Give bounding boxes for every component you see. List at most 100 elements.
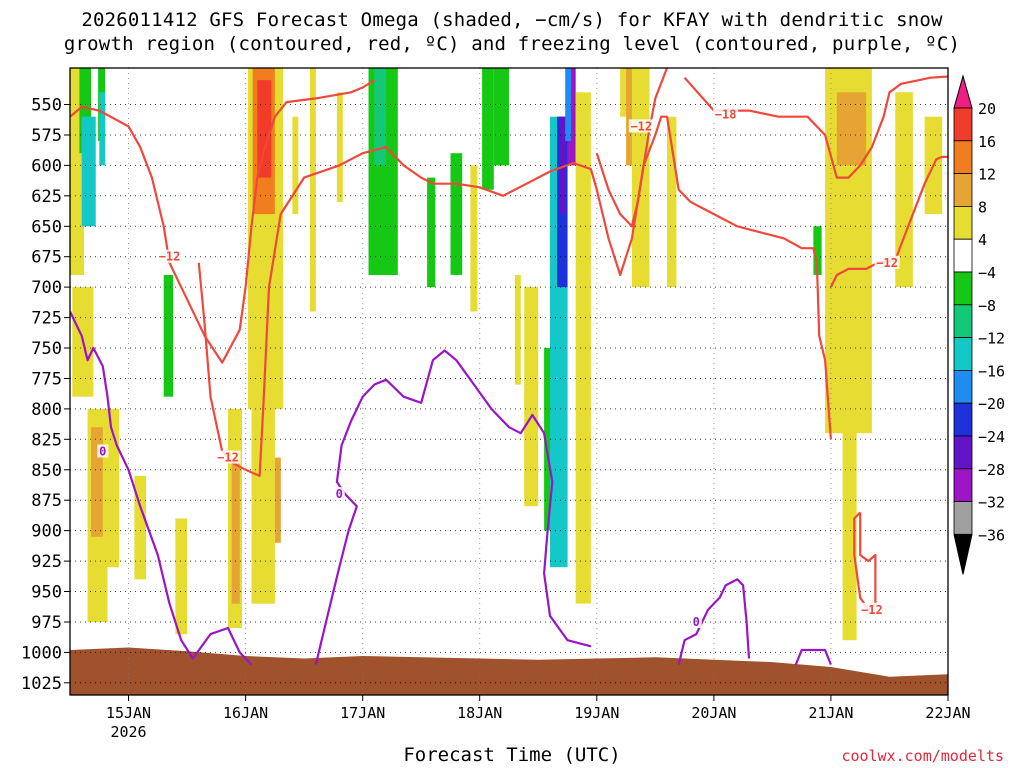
- omega-cell-42: [813, 226, 822, 275]
- omega-cell-20: [310, 68, 316, 312]
- y-tick-label-875: 875: [31, 491, 62, 511]
- omega-cell-17: [251, 408, 275, 604]
- y-tick-label-1000: 1000: [21, 643, 62, 663]
- y-tick-label-575: 575: [31, 126, 62, 146]
- dgz-contour-label-bg-4: [874, 255, 900, 269]
- omega-cell-11: [175, 518, 188, 635]
- omega-cell-31: [544, 348, 550, 531]
- dgz-contour-label-bg-1: [215, 450, 241, 464]
- y-tick-label-950: 950: [31, 583, 62, 603]
- omega-cell-18: [274, 457, 281, 543]
- dgz-contour-label-bg-2: [628, 119, 654, 133]
- omega-cell-34: [559, 116, 566, 215]
- y-tick-label-675: 675: [31, 248, 62, 268]
- colorbar-label-12: −32: [978, 494, 1005, 512]
- omega-cell-26: [470, 165, 478, 312]
- y-tick-label-750: 750: [31, 339, 62, 359]
- y-tick-label-825: 825: [31, 430, 62, 450]
- colorbar-top-arrow: [953, 74, 973, 109]
- dgz-contour-1: [197, 68, 669, 477]
- freezing-contour-label-2: 0: [693, 615, 700, 629]
- dgz-contour-0: [70, 79, 375, 364]
- dgz-contour-label-5: −12: [861, 603, 883, 617]
- omega-cell-21: [336, 92, 343, 202]
- omega-cell-5: [99, 92, 106, 166]
- omega-cell-24: [427, 177, 436, 288]
- dgz-contour-label-0: −12: [159, 250, 181, 264]
- omega-cell-28: [493, 68, 509, 166]
- freezing-contour-label-bg-1: [333, 487, 345, 501]
- freezing-contour-label-1: 0: [336, 487, 343, 501]
- omega-cell-9: [134, 475, 147, 580]
- dgz-contour-4: [829, 155, 948, 288]
- y-tick-label-550: 550: [31, 96, 62, 116]
- x-tick-label-17JAN: 17JAN: [340, 704, 385, 722]
- omega-cell-7: [91, 427, 103, 537]
- x-tick-label-18JAN: 18JAN: [457, 704, 502, 722]
- colorbar-bin-5: [953, 238, 973, 273]
- omega-cell-2: [79, 68, 92, 154]
- colorbar-bin-3: [953, 173, 973, 207]
- omega-cell-10: [163, 275, 174, 397]
- colorbar-label-5: −4: [978, 264, 996, 282]
- y-tick-label-775: 775: [31, 370, 62, 390]
- colorbar-label-8: −16: [978, 362, 1005, 380]
- omega-cell-8: [107, 408, 120, 568]
- y-tick-label-800: 800: [31, 400, 62, 420]
- y-tick-label-600: 600: [31, 156, 62, 176]
- y-tick-label-725: 725: [31, 309, 62, 329]
- y-tick-label-850: 850: [31, 461, 62, 481]
- omega-cell-38: [620, 68, 632, 117]
- y-tick-label-700: 700: [31, 278, 62, 298]
- x-tick-label-22JAN: 22JAN: [925, 704, 970, 722]
- omega-cell-36: [565, 68, 572, 141]
- colorbar-bin-7: [953, 304, 973, 338]
- omega-cell-41: [667, 116, 677, 288]
- colorbar-bin-10: [953, 402, 973, 437]
- y-tick-label-975: 975: [31, 613, 62, 633]
- omega-cell-30: [524, 287, 539, 507]
- colorbar-label-13: −36: [978, 526, 1005, 544]
- colorbar-bottom-arrow: [953, 533, 973, 575]
- x-tick-label-15JAN: 15JAN: [106, 704, 151, 722]
- freezing-contour-label-0: 0: [99, 445, 106, 459]
- freezing-contour-label-bg-2: [690, 615, 702, 628]
- plot-frame: [69, 67, 949, 696]
- omega-cell-3: [81, 116, 96, 227]
- y-tick-label-650: 650: [31, 217, 62, 237]
- dgz-contour-label-bg-3: [713, 107, 739, 121]
- omega-cell-37: [575, 92, 591, 604]
- omega-cell-45: [842, 421, 857, 641]
- colorbar-bin-6: [953, 271, 973, 306]
- x-axis-year-label: 2026: [110, 723, 146, 741]
- dgz-contour-label-1: −12: [217, 451, 239, 465]
- omega-cell-29: [514, 275, 521, 385]
- omega-cell-35: [567, 68, 576, 166]
- colorbar-label-7: −12: [978, 330, 1005, 348]
- colorbar-label-6: −8: [978, 297, 996, 315]
- y-tick-label-925: 925: [31, 552, 62, 572]
- dgz-contour-label-bg-5: [859, 602, 885, 616]
- dgz-contour-2: [595, 115, 832, 440]
- x-tick-label-19JAN: 19JAN: [574, 704, 619, 722]
- colorbar-label-4: 4: [978, 231, 987, 249]
- y-tick-label-625: 625: [31, 187, 62, 207]
- y-tick-label-1025: 1025: [21, 674, 62, 694]
- x-tick-label-16JAN: 16JAN: [223, 704, 268, 722]
- colorbar-bin-4: [953, 205, 973, 240]
- freezing-contour-3: [794, 648, 832, 666]
- freezing-contour-0: [70, 311, 253, 666]
- colorbar-bin-13: [953, 501, 973, 535]
- dgz-contour-3: [683, 75, 948, 179]
- dgz-contour-label-4: −12: [876, 256, 898, 270]
- freezing-contour-label-bg-0: [97, 444, 109, 458]
- colorbar-bin-11: [953, 435, 973, 470]
- omega-cell-44: [836, 92, 867, 166]
- colorbar-bin-12: [953, 468, 973, 502]
- colorbar-bin-8: [953, 337, 973, 371]
- omega-cell-25: [450, 153, 463, 275]
- x-tick-label-21JAN: 21JAN: [808, 704, 853, 722]
- freezing-contour-2: [677, 578, 751, 665]
- dgz-contour-label-bg-0: [157, 249, 182, 263]
